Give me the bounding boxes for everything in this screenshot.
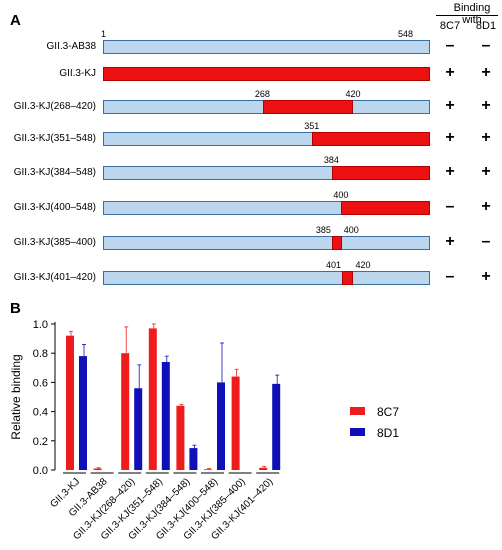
binding-8c7-symbol: +: [445, 129, 455, 146]
residue-number: 401: [326, 260, 342, 270]
binding-8c7-symbol: –: [445, 198, 455, 215]
construct-bar: [103, 166, 430, 180]
residue-number: 268: [254, 89, 270, 99]
header-rule: [436, 15, 498, 16]
kj-segment: [312, 132, 430, 146]
construct-label: GII.3-KJ(401–420): [13, 272, 96, 283]
binding-8d1-symbol: –: [481, 37, 491, 54]
kj-segment: [331, 236, 342, 250]
construct-bar: [103, 100, 430, 114]
construct-bar: [103, 271, 430, 285]
bar-8c7: [204, 469, 212, 470]
binding-8d1-symbol: +: [481, 198, 491, 215]
construct-label: GII.3-KJ(268–420): [13, 101, 96, 112]
legend-swatch: [350, 407, 365, 415]
bar-8d1: [217, 382, 225, 470]
binding-8d1-symbol: +: [481, 64, 491, 81]
bar-8d1: [189, 448, 198, 470]
binding-8c7-symbol: –: [445, 37, 455, 54]
residue-number: 400: [333, 190, 349, 200]
residue-number: 548: [398, 29, 414, 39]
residue-number: 384: [323, 155, 339, 165]
legend-label: 8D1: [377, 426, 399, 440]
y-tick-label: 0.8: [33, 348, 48, 360]
construct-label: GII.3-KJ(400–548): [13, 202, 96, 213]
bar-8c7: [259, 467, 268, 470]
construct-label: GII.3-AB38: [46, 41, 96, 52]
kj-segment: [341, 201, 430, 215]
binding-8c7-symbol: +: [445, 64, 455, 81]
construct-label: GII.3-KJ(384–548): [13, 167, 96, 178]
binding-8c7-symbol: +: [445, 233, 455, 250]
y-tick-label: 0.2: [33, 436, 48, 448]
bar-8d1: [272, 383, 281, 470]
residue-number: 385: [315, 225, 331, 235]
bar-8c7: [148, 328, 157, 470]
legend-label: 8C7: [377, 405, 399, 419]
header-col-8d1: 8D1: [475, 20, 497, 32]
construct-label: GII.3-KJ(385–400): [13, 237, 96, 248]
bar-8c7: [176, 405, 185, 470]
binding-8d1-symbol: +: [481, 97, 491, 114]
kj-segment: [262, 100, 354, 114]
construct-bar: [103, 236, 430, 250]
y-axis-label: Relative binding: [9, 354, 23, 439]
kj-segment: [331, 166, 430, 180]
y-tick-label: 0.0: [33, 465, 48, 477]
bar-8c7: [231, 376, 240, 470]
residue-number: 420: [355, 260, 371, 270]
bar-8d1: [79, 356, 87, 470]
binding-8c7-symbol: +: [445, 97, 455, 114]
binding-header-title: Binding with: [453, 2, 491, 26]
bar-8d1: [134, 388, 143, 470]
construct-bar: [103, 40, 430, 54]
construct-label: GII.3-KJ(351–548): [13, 133, 96, 144]
kj-segment: [342, 271, 354, 285]
residue-number: 351: [304, 121, 320, 131]
construct-label: GII.3-KJ: [59, 68, 96, 79]
bar-8c7: [121, 353, 130, 470]
binding-8c7-symbol: –: [445, 268, 455, 285]
panel-b-letter: B: [10, 300, 21, 317]
bar-8d1: [161, 361, 170, 470]
y-tick-label: 0.4: [33, 407, 48, 419]
panel-a-letter: A: [10, 12, 21, 29]
construct-bar: [103, 67, 430, 81]
binding-8d1-symbol: +: [481, 268, 491, 285]
bar-8c7: [93, 468, 102, 470]
binding-8d1-symbol: +: [481, 129, 491, 146]
y-tick-label: 0.6: [33, 377, 48, 389]
binding-8d1-symbol: –: [481, 233, 491, 250]
residue-number: 1: [101, 29, 107, 39]
construct-bar: [103, 201, 430, 215]
binding-8c7-symbol: +: [445, 163, 455, 180]
binding-8d1-symbol: +: [481, 163, 491, 180]
construct-bar: [103, 132, 430, 146]
residue-number: 420: [345, 89, 361, 99]
kj-segment: [103, 67, 430, 81]
legend-swatch: [350, 428, 365, 436]
residue-number: 400: [343, 225, 359, 235]
y-tick-label: 1.0: [33, 319, 48, 331]
bar-8c7: [66, 335, 74, 470]
header-col-8c7: 8C7: [439, 20, 461, 32]
